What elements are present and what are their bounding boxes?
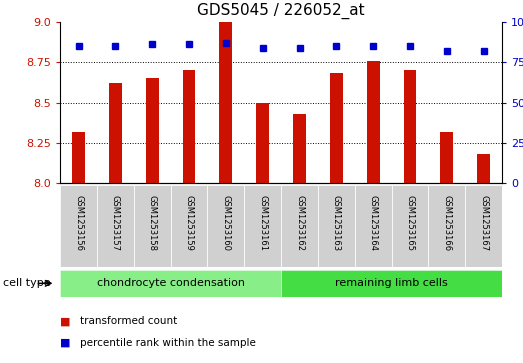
Text: chondrocyte condensation: chondrocyte condensation [97, 278, 245, 288]
Text: GSM1253164: GSM1253164 [369, 195, 378, 251]
Bar [220, 22, 232, 183]
Text: GSM1253157: GSM1253157 [111, 195, 120, 251]
Text: remaining limb cells: remaining limb cells [335, 278, 448, 288]
Text: ■: ■ [60, 316, 71, 326]
Text: GSM1253167: GSM1253167 [479, 195, 488, 251]
Text: GSM1253165: GSM1253165 [405, 195, 415, 251]
Bar [109, 83, 122, 183]
Bar [183, 70, 196, 183]
Bar [404, 70, 416, 183]
Text: GSM1253160: GSM1253160 [221, 195, 230, 251]
Bar [367, 61, 380, 183]
Bar [146, 78, 158, 183]
Text: GSM1253158: GSM1253158 [147, 195, 157, 251]
Title: GDS5045 / 226052_at: GDS5045 / 226052_at [197, 3, 365, 19]
Text: GSM1253156: GSM1253156 [74, 195, 83, 251]
Text: GSM1253163: GSM1253163 [332, 195, 341, 251]
Bar [477, 154, 490, 183]
Text: cell type: cell type [3, 278, 50, 288]
Bar [330, 73, 343, 183]
Bar [293, 114, 306, 183]
Text: GSM1253159: GSM1253159 [185, 195, 194, 251]
Text: percentile rank within the sample: percentile rank within the sample [80, 338, 256, 348]
Bar [256, 103, 269, 183]
Text: GSM1253166: GSM1253166 [442, 195, 451, 251]
Text: transformed count: transformed count [80, 316, 177, 326]
Text: GSM1253161: GSM1253161 [258, 195, 267, 251]
Text: GSM1253162: GSM1253162 [295, 195, 304, 251]
Text: ■: ■ [60, 338, 71, 348]
Bar [440, 132, 453, 183]
Bar [72, 132, 85, 183]
